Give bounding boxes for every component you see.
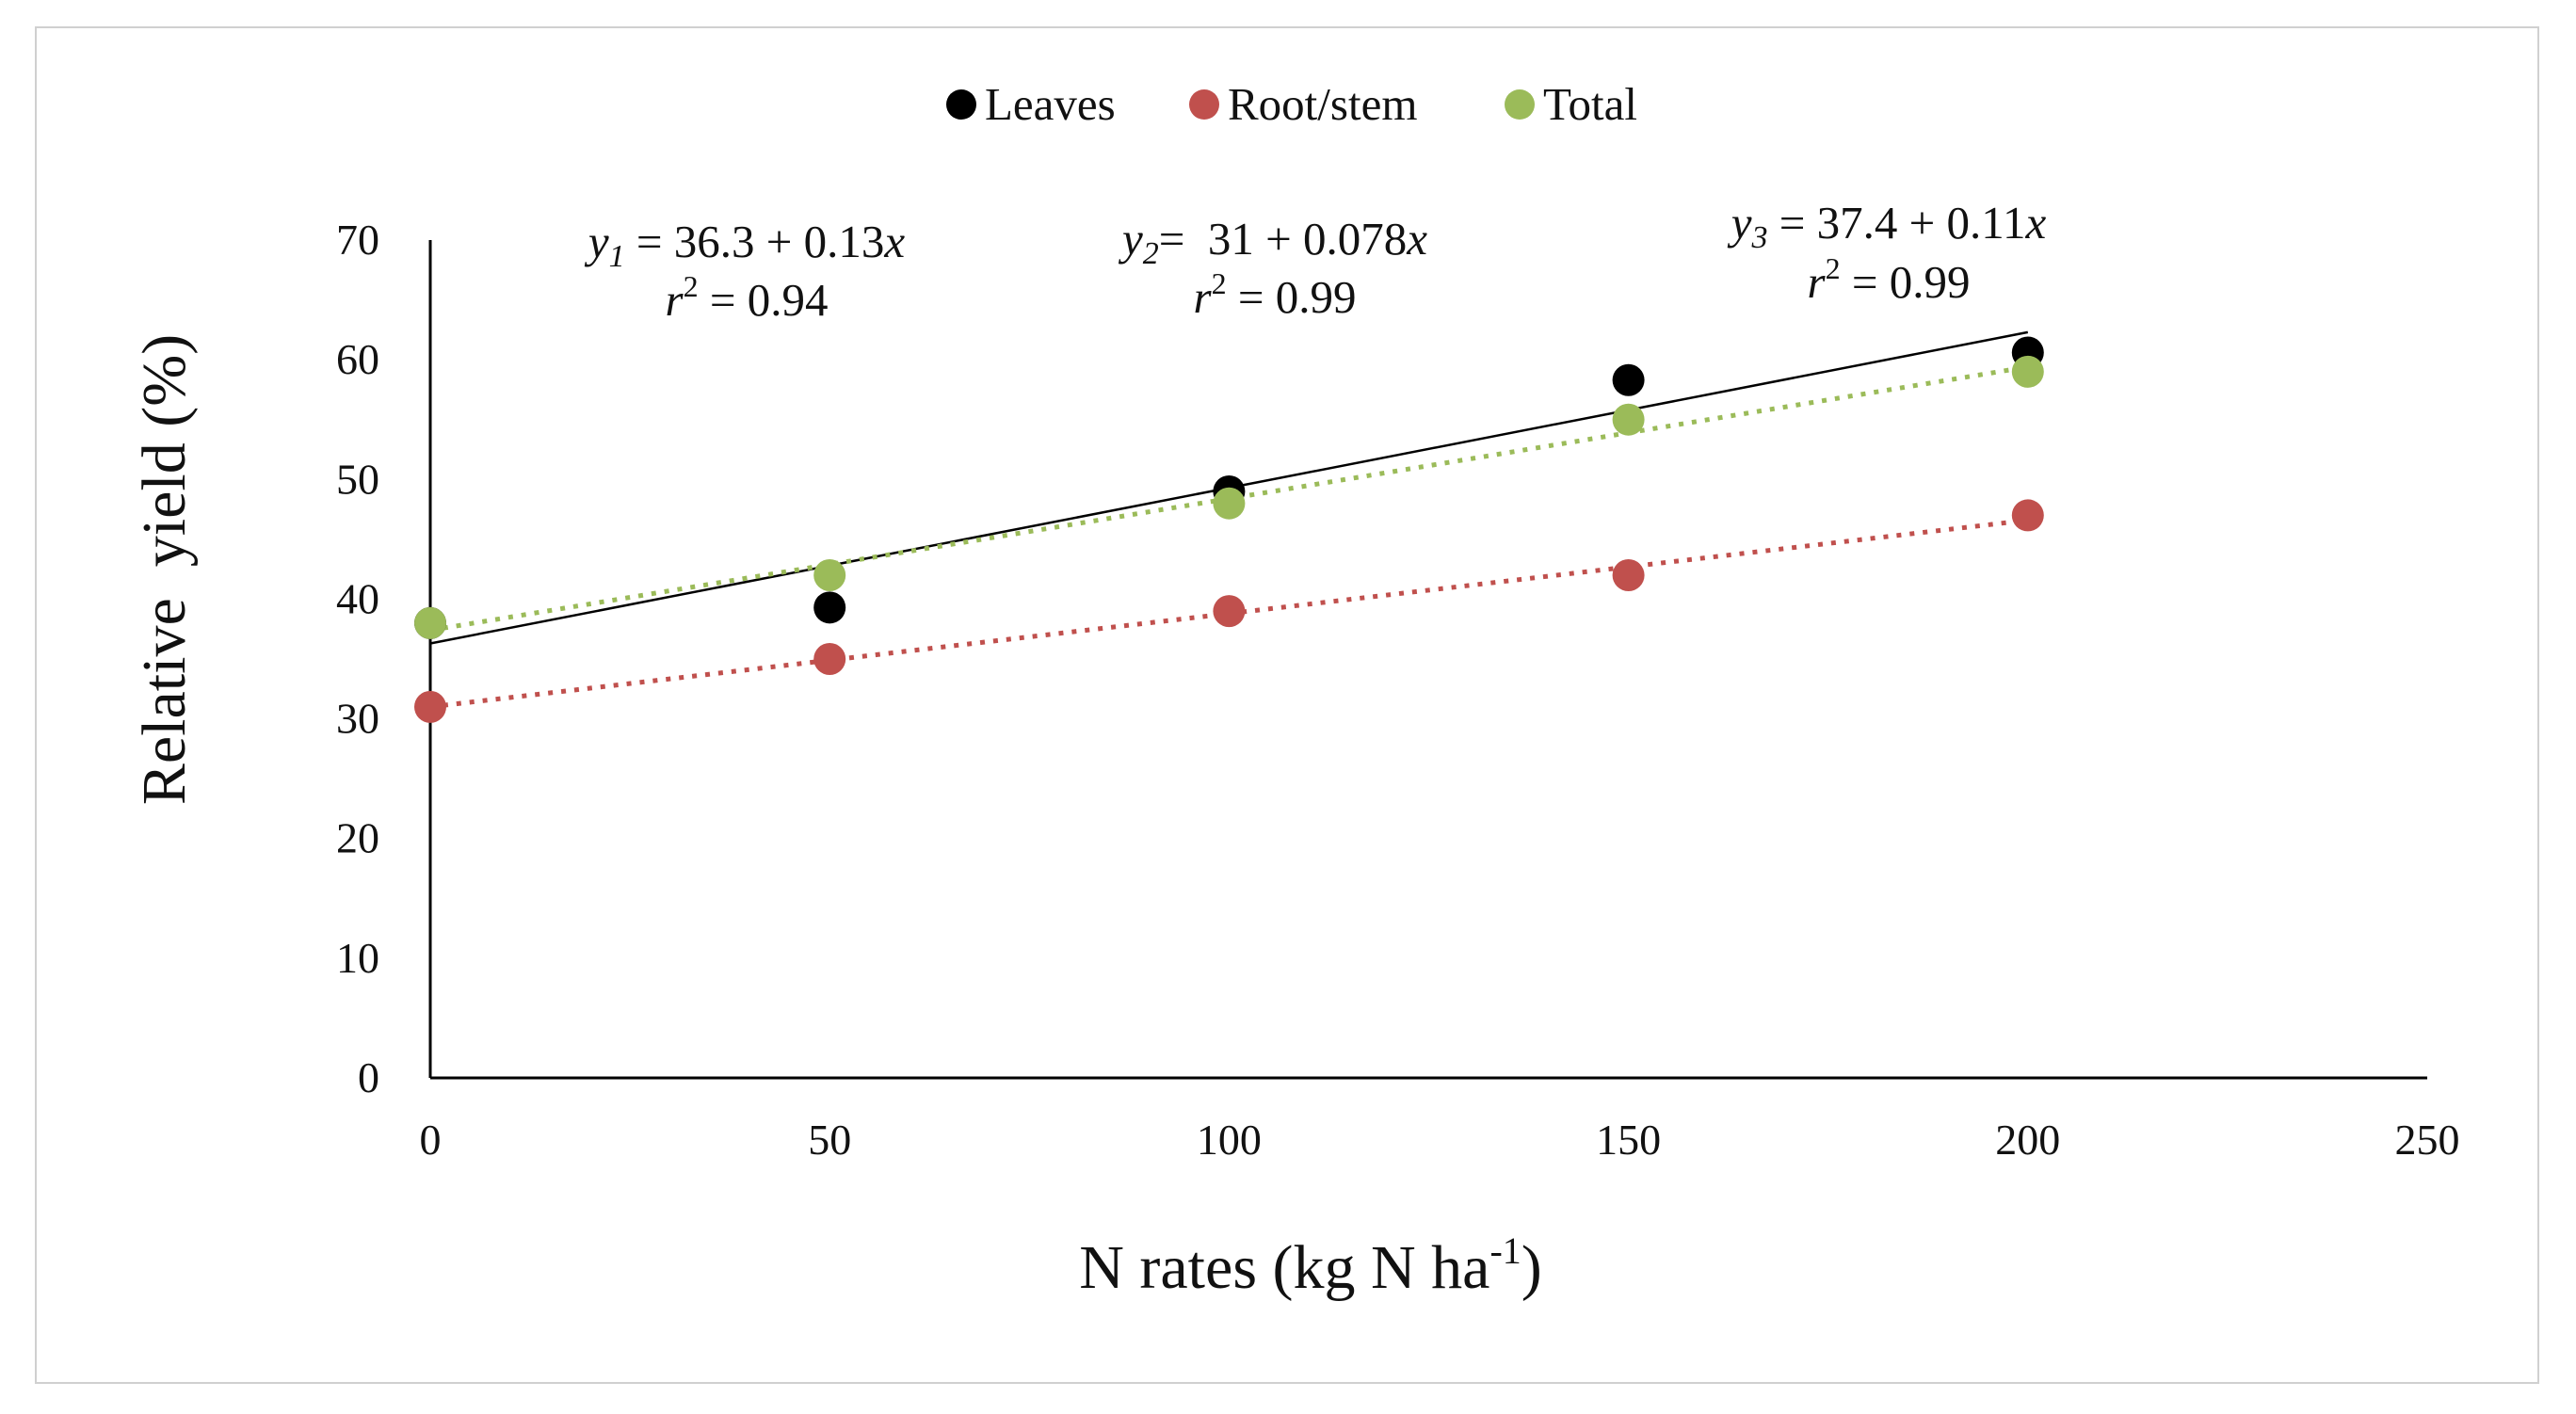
legend-item-root-stem: Root/stem xyxy=(1189,78,1417,130)
equation-2: y2= 31 + 0.078x xyxy=(1118,213,1427,271)
y-tick-label: 0 xyxy=(358,1053,379,1101)
point-total xyxy=(1612,403,1645,436)
equation-annotation-1: y1 = 36.3 + 0.13x r2 = 0.94 xyxy=(584,216,906,326)
y-tick-label: 30 xyxy=(336,695,379,743)
equation-1: y1 = 36.3 + 0.13x xyxy=(584,216,906,274)
x-tick-label: 250 xyxy=(2395,1116,2460,1164)
equation-3: y3 = 37.4 + 0.11x xyxy=(1727,197,2047,255)
point-leaves xyxy=(1612,363,1645,396)
y-tick-label: 40 xyxy=(336,574,379,622)
equation-annotation-3: y3 = 37.4 + 0.11x r2 = 0.99 xyxy=(1727,197,2047,308)
point-root-stem xyxy=(414,690,446,723)
trendlines xyxy=(429,330,2029,710)
point-total xyxy=(1213,487,1246,520)
x-tick-labels: 0 50 100 150 200 250 xyxy=(420,1116,2460,1164)
data-points xyxy=(414,336,2044,723)
point-root-stem xyxy=(813,643,846,675)
x-tick-label: 100 xyxy=(1197,1116,1262,1164)
point-total xyxy=(414,606,446,639)
y-tick-label: 10 xyxy=(336,934,379,982)
y-axis-title: Relative yield (%) xyxy=(130,334,199,805)
point-total xyxy=(2011,355,2044,388)
legend-label-total: Total xyxy=(1543,78,1637,130)
legend-marker-leaves xyxy=(946,89,976,120)
legend-label-root-stem: Root/stem xyxy=(1228,78,1417,130)
legend: Leaves Root/stem Total xyxy=(946,78,1637,130)
x-tick-label: 0 xyxy=(420,1116,442,1164)
y-tick-label: 20 xyxy=(336,814,379,862)
y-tick-labels: 0 10 20 30 40 50 60 70 xyxy=(336,216,379,1101)
y-tick-label: 60 xyxy=(336,335,379,383)
point-root-stem xyxy=(1612,559,1645,591)
legend-marker-total xyxy=(1505,89,1535,120)
legend-item-leaves: Leaves xyxy=(946,78,1116,130)
point-total xyxy=(813,559,846,591)
x-tick-label: 50 xyxy=(808,1116,851,1164)
r-squared-2: r2 = 0.99 xyxy=(1194,266,1357,323)
chart-frame xyxy=(35,26,2539,1384)
legend-marker-root-stem xyxy=(1189,89,1219,120)
point-leaves xyxy=(813,591,846,624)
x-tick-label: 200 xyxy=(1995,1116,2060,1164)
legend-label-leaves: Leaves xyxy=(985,78,1116,130)
legend-item-total: Total xyxy=(1505,78,1637,130)
point-root-stem xyxy=(2011,499,2044,532)
r-squared-1: r2 = 0.94 xyxy=(666,269,829,326)
equation-annotation-2: y2= 31 + 0.078x r2 = 0.99 xyxy=(1118,213,1427,323)
y-tick-label: 70 xyxy=(336,216,379,264)
r-squared-3: r2 = 0.99 xyxy=(1808,251,1971,308)
x-axis-title: N rates (kg N ha-1) xyxy=(1079,1229,1542,1302)
point-root-stem xyxy=(1213,595,1246,628)
x-tick-label: 150 xyxy=(1596,1116,1661,1164)
y-tick-label: 50 xyxy=(336,455,379,503)
